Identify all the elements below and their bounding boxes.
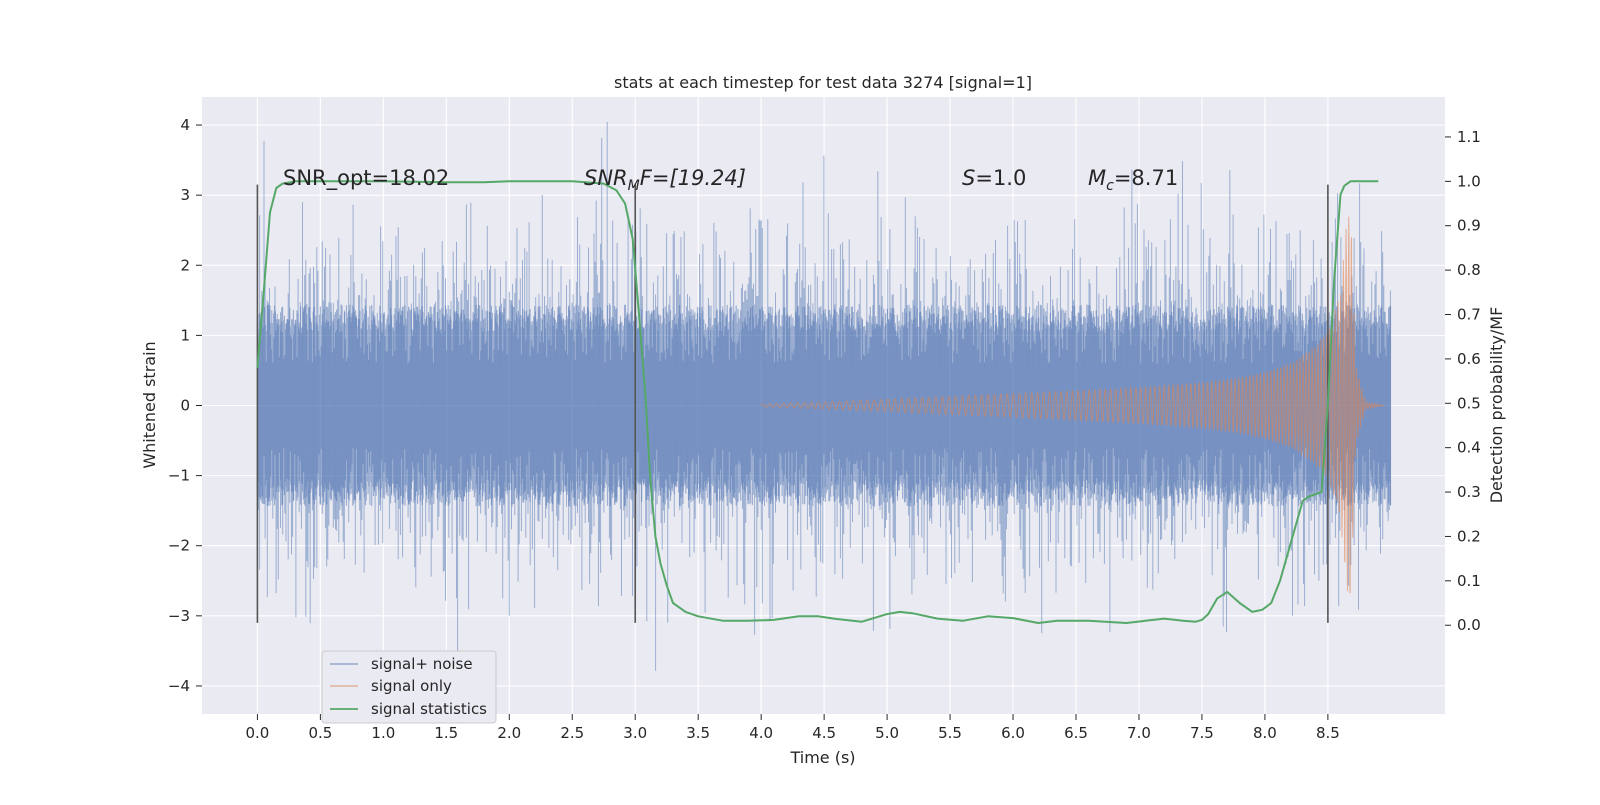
x-axis-ticks: 0.0 0.5 1.0 1.5 2.0 2.5 3.0 3.5 4.0 4.5 5.0 5.5 6.0 6… (245, 714, 1340, 742)
y-tick-label-right: 1.0 (1457, 172, 1481, 190)
x-tick-label: 2.0 (497, 724, 521, 742)
left-axis-ticks: 4 3 2 1 0 −1 −2 −3 −4 (168, 116, 202, 695)
x-tick-label: 0.0 (245, 724, 269, 742)
x-tick-label: 3.0 (623, 724, 647, 742)
y-tick-label-right: 0.4 (1457, 439, 1481, 457)
x-tick-label: 4.5 (812, 724, 836, 742)
y-tick-label-right: 0.2 (1457, 527, 1481, 545)
annotation-snr-opt: SNR_opt=18.02 (283, 166, 449, 191)
x-tick-label: 3.5 (686, 724, 710, 742)
y-tick-label-right: 0.3 (1457, 483, 1481, 501)
x-tick-label: 6.0 (1001, 724, 1025, 742)
x-tick-label: 4.0 (749, 724, 773, 742)
x-tick-label: 6.5 (1064, 724, 1088, 742)
y-tick-label-left: −4 (168, 677, 190, 695)
y-tick-label-left: −2 (168, 537, 190, 555)
signal-statistics-series (256, 180, 1379, 624)
x-tick-label: 2.5 (560, 724, 584, 742)
x-axis-label: Time (s) (789, 748, 855, 767)
y-tick-label-right: 0.5 (1457, 394, 1481, 412)
y-tick-label-right: 0.6 (1457, 350, 1481, 368)
legend-label-noise: signal+ noise (371, 655, 473, 673)
x-tick-label: 5.0 (875, 724, 899, 742)
y-tick-label-left: 4 (180, 116, 190, 134)
y-tick-label-right: 0.0 (1457, 616, 1481, 634)
x-tick-label: 5.5 (938, 724, 962, 742)
y-tick-label-left: 3 (180, 186, 190, 204)
y-tick-label-right: 0.9 (1457, 217, 1481, 235)
signal-only-line (760, 216, 1385, 594)
x-tick-label: 8.0 (1253, 724, 1277, 742)
y-tick-label-left: −3 (168, 607, 190, 625)
y-tick-label-left: 1 (180, 326, 190, 344)
y-tick-label-right: 1.1 (1457, 128, 1481, 146)
y-tick-label-left: −1 (168, 467, 190, 485)
legend: signal+ noise signal only signal statist… (321, 650, 497, 724)
annotation-mc: Mc=8.71 (1088, 166, 1178, 194)
y-tick-label-left: 2 (180, 256, 190, 274)
chart-title: stats at each timestep for test data 327… (614, 73, 1032, 92)
right-axis-ticks: 1.1 1.0 0.9 0.8 0.7 0.6 0.5 0.4 0.3 0.2 0.1 0.0 (1445, 128, 1481, 634)
y-tick-label-right: 0.7 (1457, 306, 1481, 324)
x-tick-label: 7.5 (1190, 724, 1214, 742)
y-axis-label-left: Whitened strain (140, 341, 159, 468)
y-tick-label-left: 0 (180, 397, 190, 415)
legend-label-statistics: signal statistics (371, 700, 487, 718)
x-tick-label: 7.0 (1127, 724, 1151, 742)
annotation-snr-mf: SNRMF=[19.24] (584, 166, 746, 194)
legend-label-signal: signal only (371, 677, 452, 695)
annotation-s: S=1.0 (962, 166, 1026, 190)
legend-box (321, 650, 497, 724)
signal-statistics-line (256, 180, 1379, 624)
x-tick-label: 0.5 (308, 724, 332, 742)
signal-only-series (760, 216, 1385, 594)
x-tick-label: 1.0 (371, 724, 395, 742)
y-tick-label-right: 0.8 (1457, 261, 1481, 279)
y-tick-label-right: 0.1 (1457, 572, 1481, 590)
x-tick-label: 1.5 (434, 724, 458, 742)
y-axis-label-right: Detection probability/MF (1487, 307, 1506, 504)
x-tick-label: 8.5 (1316, 724, 1340, 742)
